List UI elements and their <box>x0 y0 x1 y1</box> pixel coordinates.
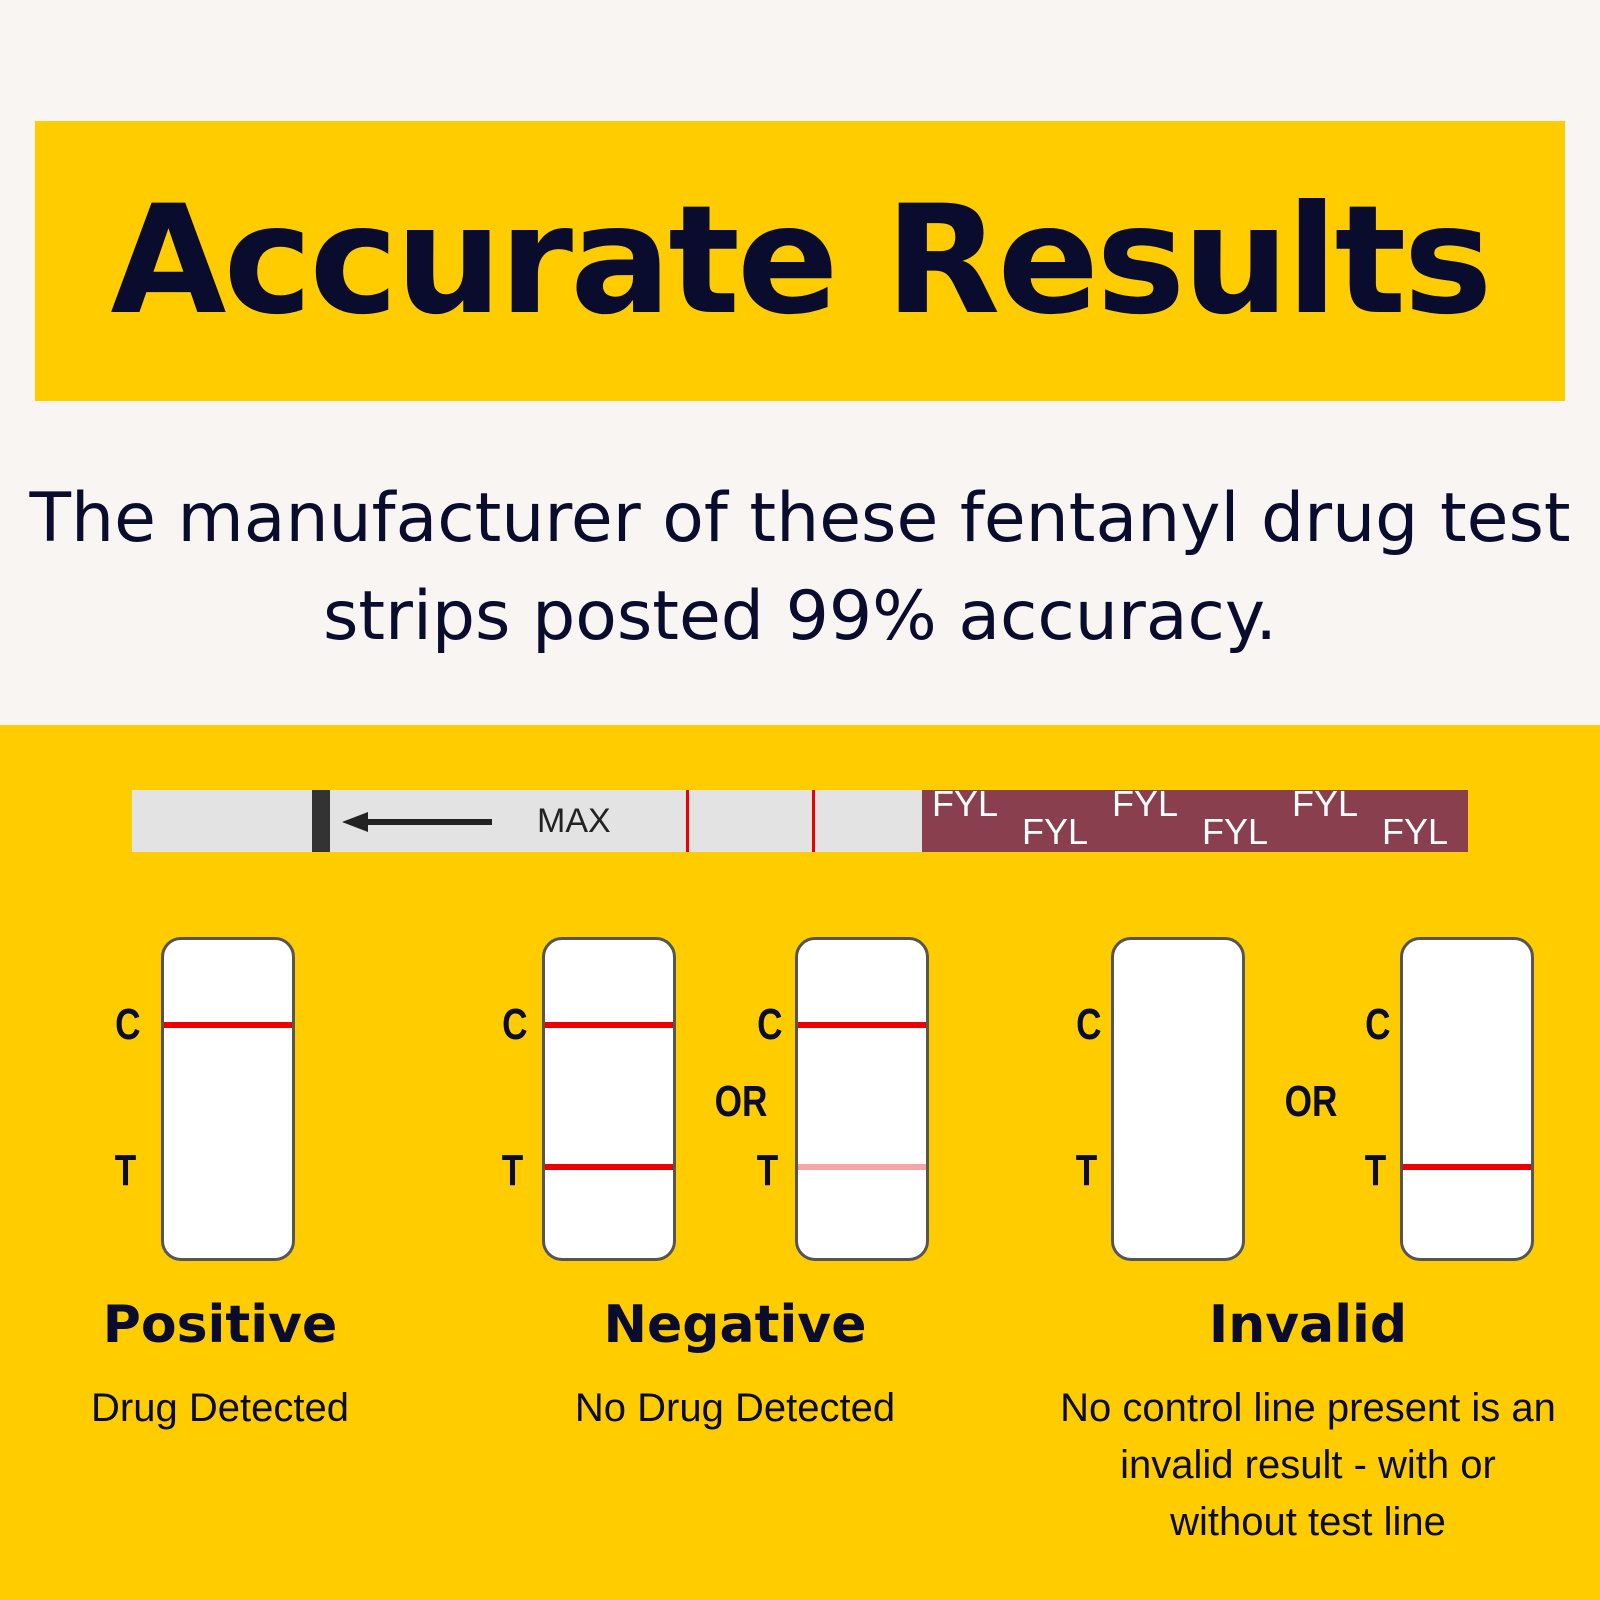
page-title: Accurate Results <box>110 174 1492 348</box>
t-label: T <box>756 1146 779 1195</box>
result-positive-desc: Drug Detected <box>91 1386 349 1430</box>
test-line <box>545 1164 673 1170</box>
result-negative-title: Negative <box>603 1295 867 1355</box>
strip-line-t <box>812 790 815 852</box>
test-line <box>1403 1164 1531 1170</box>
invalid-strip-1 <box>1111 937 1245 1261</box>
c-label: C <box>1076 1000 1102 1049</box>
faint-test-line <box>798 1164 926 1170</box>
or-label: OR <box>1284 1077 1338 1126</box>
c-label: C <box>1365 1000 1391 1049</box>
c-label: C <box>502 1000 528 1049</box>
result-invalid-title: Invalid <box>1208 1295 1408 1355</box>
t-label: T <box>1364 1146 1387 1195</box>
control-line <box>798 1022 926 1028</box>
max-marker: MAX <box>537 802 611 840</box>
control-line <box>164 1022 292 1028</box>
or-label: OR <box>714 1077 768 1126</box>
positive-strip <box>161 937 295 1261</box>
strip-line-c <box>686 790 689 852</box>
negative-strip-2 <box>795 937 929 1261</box>
subtitle: The manufacturer of these fentanyl drug … <box>29 479 1571 656</box>
control-line <box>545 1022 673 1028</box>
t-label: T <box>501 1146 524 1195</box>
c-label: C <box>757 1000 783 1049</box>
test-strip-image: MAX FYL FYL FYL FYL FYL FYL <box>132 790 1468 852</box>
t-label: T <box>114 1146 137 1195</box>
result-invalid-desc: No control line present is an invalid re… <box>1060 1386 1556 1544</box>
sample-pad: FYL FYL FYL FYL FYL FYL <box>922 790 1468 852</box>
invalid-strip-2 <box>1400 937 1534 1261</box>
result-negative-desc: No Drug Detected <box>574 1386 896 1430</box>
result-positive-title: Positive <box>102 1295 338 1355</box>
title-banner: Accurate Results <box>35 121 1565 401</box>
strip-handle <box>312 790 330 852</box>
c-label: C <box>115 1000 141 1049</box>
arrow-left-icon <box>342 812 492 832</box>
negative-strip-1 <box>542 937 676 1261</box>
t-label: T <box>1075 1146 1098 1195</box>
